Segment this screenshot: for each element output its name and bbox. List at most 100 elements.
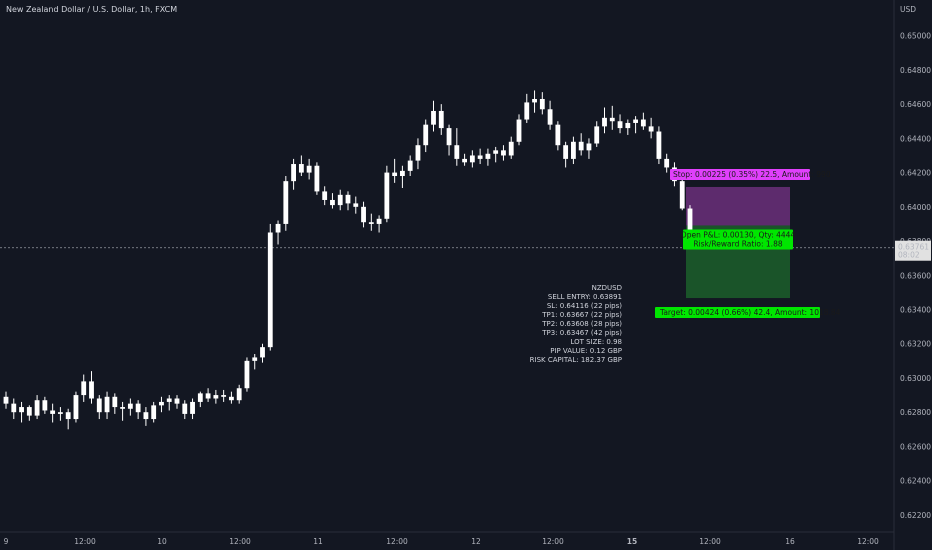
- time-tick-label: 16: [785, 537, 795, 546]
- candle-body: [656, 131, 662, 159]
- price-tick-label: 0.62200: [900, 511, 931, 520]
- candle-body: [267, 232, 273, 348]
- candle-body: [65, 412, 71, 420]
- candle-body: [384, 172, 390, 219]
- candle-body: [283, 181, 289, 224]
- candle-body: [485, 153, 491, 159]
- candle-body: [368, 222, 374, 224]
- candle-body: [640, 119, 646, 127]
- candle-body: [462, 158, 468, 163]
- candle-body: [174, 398, 180, 404]
- candle-body: [159, 401, 164, 406]
- candle-body: [602, 117, 607, 127]
- candle-body: [345, 194, 351, 204]
- price-tick-label: 0.63400: [900, 306, 931, 315]
- candle-body: [392, 172, 398, 177]
- time-axis[interactable]: 9 12:00 10 12:00 11 12:00 12 12:00 15 12:00 16 12:0…: [4, 537, 879, 546]
- candle-body: [664, 158, 670, 168]
- candle-body: [42, 400, 48, 411]
- candle-body: [415, 145, 421, 161]
- last-price-tag-box: [895, 240, 931, 261]
- target-label-text: Target: 0.00424 (0.66%) 42.4, Amount: 10…: [659, 308, 841, 317]
- candle-body: [376, 218, 382, 224]
- candle-body: [508, 141, 514, 156]
- candle-body: [399, 170, 405, 177]
- candle-body: [81, 381, 87, 396]
- candle-body: [135, 403, 141, 413]
- chart-title: New Zealand Dollar / U.S. Dollar, 1h, FX…: [6, 5, 177, 14]
- price-tick-label: 0.64000: [900, 203, 931, 212]
- target-label-box: [655, 307, 820, 319]
- candle-body: [407, 160, 413, 171]
- candle-body: [112, 396, 118, 408]
- candle-body: [182, 403, 188, 414]
- candle-body: [477, 155, 483, 159]
- time-tick-label: 12:00: [229, 537, 251, 546]
- position-labels: Stop: 0.00225 (0.35%) 22.5, Amount: 990 O…: [655, 168, 841, 319]
- candle-body: [89, 381, 94, 399]
- candle-body: [469, 155, 475, 163]
- candle-body: [679, 181, 685, 209]
- candle-body: [539, 98, 545, 110]
- trade-info-line: TP2: 0.63608 (28 pips): [541, 320, 622, 328]
- candle-body: [609, 117, 615, 122]
- candle-body: [547, 109, 553, 125]
- time-tick-label: 10: [157, 537, 167, 546]
- candle-body: [555, 124, 561, 146]
- price-tick-label: 0.63600: [900, 271, 931, 280]
- candle-body: [298, 164, 304, 173]
- trade-info-line: RISK CAPITAL: 182.37 GBP: [530, 356, 622, 364]
- time-tick-label: 12:00: [386, 537, 408, 546]
- candle-body: [493, 150, 499, 154]
- candle-body: [205, 393, 211, 399]
- last-price-value: 0.63761: [898, 243, 929, 252]
- price-tick-label: 0.62400: [900, 477, 931, 486]
- candle-body: [570, 141, 576, 159]
- price-tick-label: 0.64200: [900, 169, 931, 178]
- candle-body: [431, 110, 436, 125]
- candle-body: [625, 122, 631, 129]
- candle-body: [687, 208, 693, 231]
- candle-body: [633, 119, 639, 123]
- candle-body: [260, 347, 265, 358]
- stop-label-text: Stop: 0.00225 (0.35%) 22.5, Amount: 990: [673, 170, 831, 179]
- candle-body: [197, 393, 203, 402]
- candle-body: [190, 401, 195, 414]
- time-tick-label: 12:00: [74, 537, 96, 546]
- candle-body: [330, 199, 335, 206]
- trade-info-line: TP1: 0.63667 (22 pips): [541, 311, 622, 319]
- candle-body: [151, 405, 157, 420]
- price-tick-label: 0.65000: [900, 32, 931, 41]
- candle-body: [34, 400, 40, 416]
- trade-info-line: SL: 0.64116 (22 pips): [547, 302, 622, 310]
- candle-body: [524, 102, 530, 120]
- price-axis[interactable]: 0.65000 0.64800 0.64600 0.64400 0.64200 0.640…: [900, 32, 931, 520]
- candle-body: [438, 110, 444, 129]
- candle-body: [96, 398, 102, 413]
- candle-body: [19, 407, 24, 413]
- candle-body: [252, 357, 258, 361]
- candle-body: [648, 126, 654, 132]
- time-tick-label: 15: [627, 537, 637, 546]
- candle-body: [586, 143, 592, 151]
- candle-body: [291, 164, 297, 182]
- candle-body: [166, 398, 172, 402]
- trade-info-line: SELL ENTRY: 0.63891: [548, 293, 622, 301]
- candle-body: [244, 360, 250, 389]
- price-tick-label: 0.64600: [900, 100, 931, 109]
- candle-body: [337, 194, 343, 206]
- candle-body: [11, 403, 17, 413]
- candle-body: [73, 395, 79, 420]
- price-tick-label: 0.64400: [900, 134, 931, 143]
- candle-body: [221, 395, 227, 397]
- candle-body: [104, 396, 110, 413]
- time-tick-label: 12:00: [542, 537, 564, 546]
- pnl-label-text: Open P&L: 0.00130, Qty: 4444: [681, 230, 796, 239]
- candle-body: [50, 410, 56, 414]
- trade-info-line: TP3: 0.63467 (42 pips): [541, 329, 622, 337]
- time-tick-label: 12: [471, 537, 481, 546]
